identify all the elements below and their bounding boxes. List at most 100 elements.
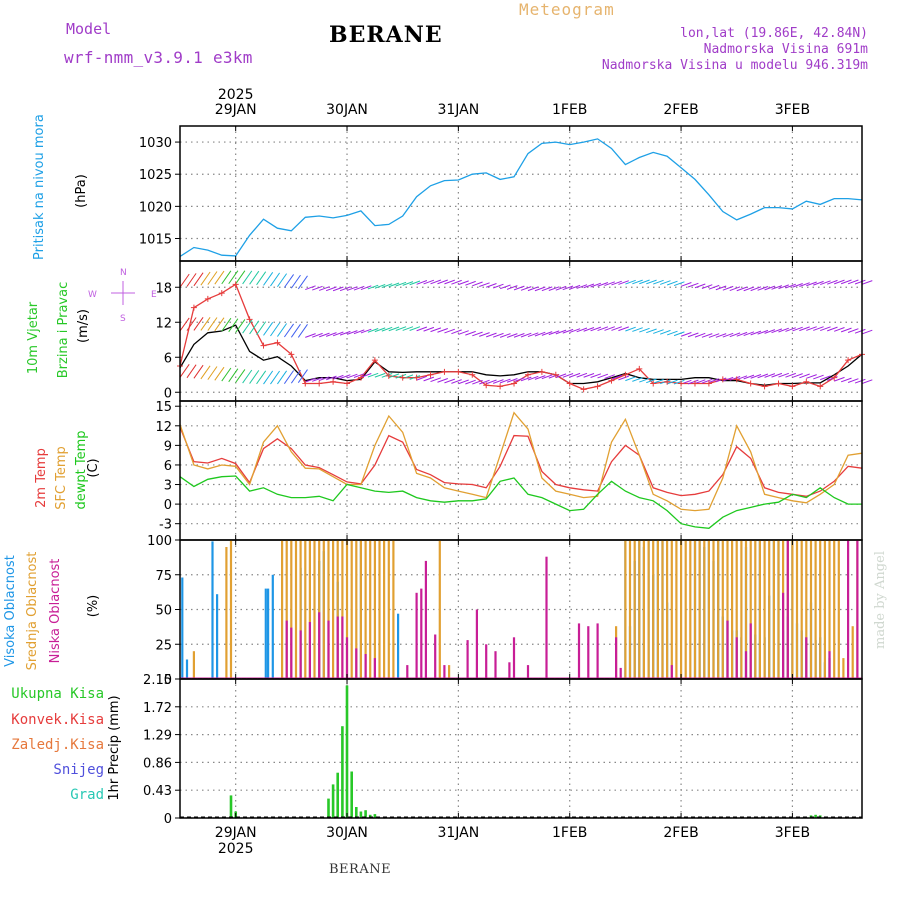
wind-barb — [604, 326, 615, 331]
y-tick-label: 25 — [155, 638, 172, 653]
wind-barb — [486, 332, 497, 338]
model-altitude: Nadmorska Visina u modelu 946.319m — [601, 58, 868, 73]
wind-barb — [729, 332, 741, 338]
wind-marker — [469, 371, 476, 378]
bar-srednja-oblacnost — [345, 540, 349, 679]
wind-barb — [367, 328, 379, 333]
wind-barb — [840, 279, 852, 285]
wind-barb — [708, 333, 720, 338]
wind-barb — [297, 275, 308, 290]
wind-barb — [611, 374, 622, 380]
wind-barb — [541, 286, 553, 292]
wind-marker — [260, 342, 267, 349]
wind-barb — [305, 333, 316, 338]
wind-barb — [590, 373, 602, 378]
wind-barb — [520, 376, 532, 382]
wind-barb — [221, 317, 232, 332]
bar-ukupna-kisa — [327, 798, 330, 818]
wind-barb — [666, 280, 678, 286]
wind-barb — [388, 282, 400, 288]
bar-ukupna-kisa — [355, 807, 358, 818]
wind-barb — [771, 285, 783, 290]
wind-marker — [190, 304, 197, 311]
wind-barb — [527, 375, 539, 381]
wind-barb — [764, 285, 776, 291]
wind-barb — [214, 270, 225, 285]
y-tick-label: 6 — [164, 351, 172, 366]
wind-barb — [395, 326, 407, 331]
bottom-year-label: 2025 — [218, 841, 254, 857]
wind-barb — [444, 328, 455, 334]
wind-barb — [193, 364, 204, 379]
top-year-label: 2025 — [218, 87, 254, 103]
wind-barb — [847, 328, 859, 333]
wind-barb — [479, 379, 490, 385]
y-tick-label: 0 — [164, 812, 172, 827]
wind-barb — [444, 378, 455, 384]
bar-niska-oblacnost — [596, 623, 599, 679]
wind-barb — [541, 331, 553, 336]
wind-barb — [332, 331, 344, 337]
y-tick-label: 15 — [155, 400, 172, 415]
wind-marker — [775, 380, 782, 387]
wind-barb — [534, 331, 546, 337]
wind-barb — [562, 373, 574, 378]
wind-barb — [506, 285, 518, 290]
wind-barb — [639, 279, 650, 285]
y-tick-label: 6 — [164, 459, 172, 474]
wind-marker — [344, 380, 351, 387]
wind-barb — [214, 317, 225, 332]
wind-marker — [288, 351, 295, 358]
wind-barb — [764, 329, 776, 334]
wind-marker — [719, 376, 726, 383]
wind-barb — [430, 279, 442, 285]
bar-srednja-oblacnost — [318, 540, 321, 679]
wind-barb — [590, 282, 602, 288]
wind-barb — [465, 330, 476, 336]
wind-barb — [625, 376, 636, 382]
wind-marker — [204, 295, 211, 302]
bar-niska-oblacnost — [726, 620, 729, 679]
panel-precip: 0 0.43 0.86 1.29 1.72 2.15 — [143, 673, 863, 827]
bar-srednja-oblacnost — [675, 540, 678, 679]
bar-srednja-oblacnost — [703, 540, 706, 679]
wind-barb — [785, 327, 796, 332]
wind-barb — [228, 368, 239, 383]
wind-marker — [594, 383, 601, 390]
wind-barb — [653, 279, 664, 285]
wind-barb — [402, 326, 414, 331]
wind-barb — [416, 280, 428, 285]
bar-ukupna-kisa — [229, 795, 233, 818]
bar-srednja-oblacnost — [666, 540, 669, 679]
wind-barb — [632, 279, 643, 285]
wind-barb — [339, 286, 351, 292]
t2m-title: 2m Temp — [34, 448, 49, 508]
bar-srednja-oblacnost — [294, 540, 298, 679]
bar-niska-oblacnost — [434, 634, 437, 679]
footer-station: BERANE — [329, 862, 392, 877]
bar-srednja-oblacnost — [341, 540, 344, 679]
wind-barb — [312, 285, 323, 291]
bar-srednja-oblacnost — [735, 540, 738, 679]
bar-srednja-oblacnost — [638, 540, 641, 679]
wind-marker — [302, 380, 309, 387]
bar-srednja-oblacnost — [744, 540, 748, 679]
bar-niska-oblacnost — [744, 651, 748, 679]
wind-barb — [242, 270, 253, 285]
top-date-label: 2FEB — [663, 102, 698, 118]
bar-niska-oblacnost — [285, 620, 288, 679]
wind-barb — [576, 284, 588, 289]
wind-barb — [806, 326, 817, 331]
wind-marker — [427, 371, 434, 378]
bar-niska-oblacnost — [494, 651, 497, 679]
wind-barb — [632, 377, 643, 382]
wind-barb — [437, 328, 448, 333]
wind-barb — [200, 317, 211, 331]
wind-barb — [520, 286, 532, 291]
wind-barb — [305, 285, 316, 291]
y-tick-label: 0 — [164, 498, 172, 513]
bar-srednja-oblacnost — [392, 540, 395, 679]
bar-niska-oblacnost — [526, 665, 530, 679]
wind-barb — [736, 286, 748, 292]
